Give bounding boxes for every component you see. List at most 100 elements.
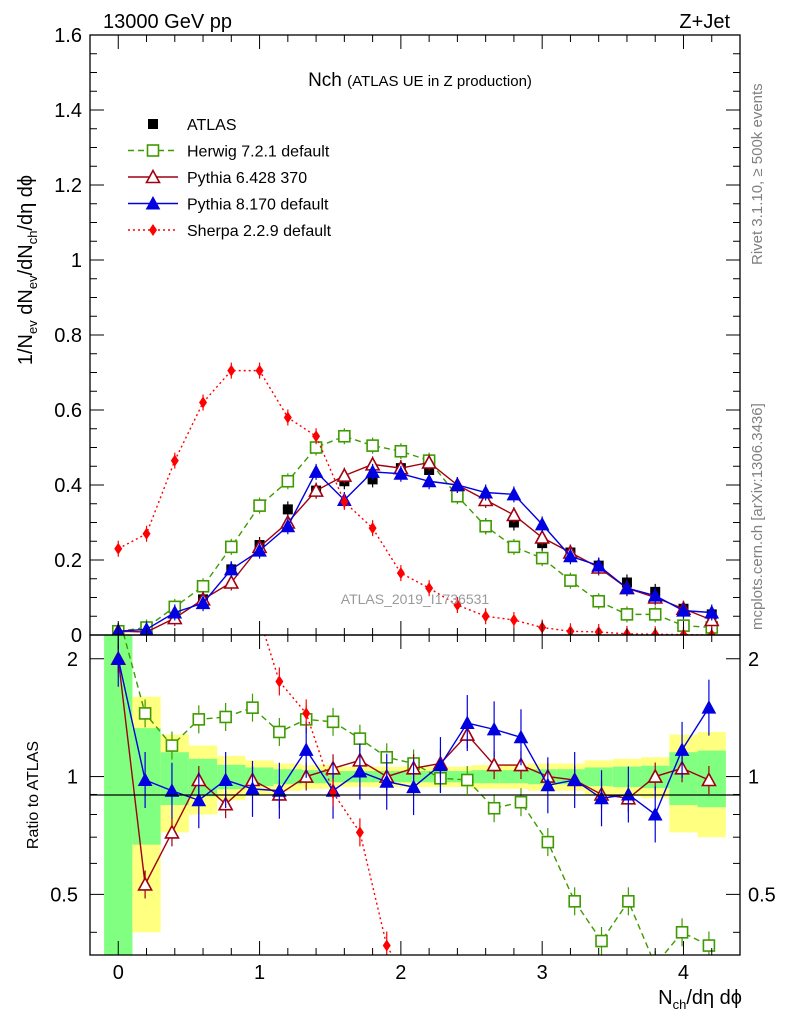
y-tick-label: 0.6 (54, 400, 82, 422)
data-point (620, 608, 634, 621)
data-point (281, 474, 295, 488)
ratio-point (487, 801, 501, 815)
ratio-band-green (160, 752, 189, 805)
data-point (535, 551, 549, 565)
ratio-band-green (471, 770, 500, 784)
ratio-point (674, 742, 690, 756)
legend-marker (148, 119, 158, 129)
data-point (393, 466, 409, 480)
x-tick-label: 2 (395, 962, 406, 984)
data-point (227, 364, 236, 377)
ratio-y-tick-label-right: 0.5 (748, 884, 776, 906)
ratio-point (191, 792, 207, 807)
ratio-point (594, 790, 609, 805)
data-point (478, 484, 493, 499)
ratio-band-green (499, 770, 529, 784)
y-tick-label: 1.4 (54, 100, 82, 122)
ratio-point (168, 435, 176, 447)
x-tick-label: 4 (678, 962, 689, 984)
ratio-point (302, 707, 311, 720)
ratio-uncertainty-bands (104, 635, 726, 955)
ratio-point (568, 895, 581, 908)
ratio-band-green (386, 771, 415, 783)
ratio-point (164, 783, 180, 797)
ratio-point (406, 779, 421, 794)
data-point (453, 599, 462, 611)
legend-marker (145, 168, 161, 184)
data-point (308, 482, 324, 497)
ratio-point (110, 651, 126, 665)
legend-marker (145, 195, 161, 210)
ratio-y-tick-label-right: 2 (748, 649, 759, 671)
legend-marker (149, 224, 157, 236)
ratio-point (218, 772, 233, 786)
y-tick-label: 0.8 (54, 325, 82, 347)
data-point (312, 430, 321, 443)
ratio-point (192, 713, 206, 726)
ratio-point (164, 824, 180, 839)
energy-label: 13000 GeV pp (103, 11, 232, 33)
data-point (509, 614, 518, 626)
ratio-point (567, 772, 583, 786)
ratio-series-layer (110, 279, 717, 999)
ratio-point (141, 279, 149, 291)
ratio-point (137, 772, 153, 786)
data-point (450, 477, 465, 491)
data-point (142, 527, 151, 540)
data-point (563, 548, 578, 563)
ratio-band-green (669, 752, 698, 805)
series-line (118, 435, 712, 632)
ratio-point (621, 786, 636, 801)
data-point (340, 495, 349, 508)
data-point (479, 519, 492, 533)
ratio-y-axis-label: Ratio to ATLAS (25, 741, 42, 849)
ratio-point (382, 939, 391, 952)
data-point (704, 604, 720, 619)
ratio-y-tick-label: 0.5 (50, 884, 78, 906)
ratio-point (486, 721, 502, 736)
ratio-point (595, 934, 608, 948)
data-point (280, 518, 296, 533)
data-point (225, 540, 238, 554)
ratio-band-green (443, 771, 472, 783)
axis-ticks: 0 0.2 0.4 0.6 0.8 1 1.2 1.4 1.6 0 1 2 3 4 0.5 0.5 1 1 2 2 (50, 25, 776, 984)
ratio-point (514, 795, 528, 809)
analysis-watermark: ATLAS_2019_I1736531 (341, 591, 490, 607)
ratio-point (298, 742, 314, 756)
ratio-point (647, 806, 663, 821)
data-point (167, 604, 183, 619)
ratio-y-tick-label: 2 (67, 649, 78, 671)
mcplots-label: mcplots.cern.ch [arXiv:1306.3436] (749, 403, 766, 630)
legend: ATLAS Herwig 7.2.1 default Pythia 6.428 37… (128, 117, 332, 240)
data-point (421, 473, 437, 488)
x-tick-label: 1 (254, 962, 265, 984)
ratio-series-line (264, 635, 393, 955)
data-point (368, 522, 377, 535)
legend-label: Pythia 8.170 default (187, 197, 329, 214)
plot-title: Nch (ATLAS UE in Z production) (308, 70, 532, 91)
ratio-point (433, 757, 448, 772)
main-y-axis-label: 1/Nev dNev/dNch/dη dϕ (15, 175, 40, 365)
ratio-point (379, 774, 395, 788)
data-point (507, 540, 521, 554)
data-point (282, 504, 293, 515)
ratio-panel-frame (89, 634, 741, 956)
data-point (365, 464, 380, 478)
ratio-point (460, 773, 474, 787)
ratio-point (272, 783, 287, 797)
ratio-point (246, 701, 259, 714)
data-point (283, 411, 292, 424)
ratio-point (273, 725, 286, 739)
data-point (255, 364, 264, 377)
ratio-point (675, 926, 689, 939)
ratio-point (326, 715, 340, 729)
ratio-point (410, 987, 418, 999)
ratio-point (513, 729, 529, 744)
data-point (223, 561, 239, 576)
y-tick-label: 1 (71, 250, 82, 272)
data-point (252, 543, 267, 557)
data-point (196, 579, 210, 593)
data-point (114, 542, 123, 555)
ratio-point (219, 710, 232, 724)
